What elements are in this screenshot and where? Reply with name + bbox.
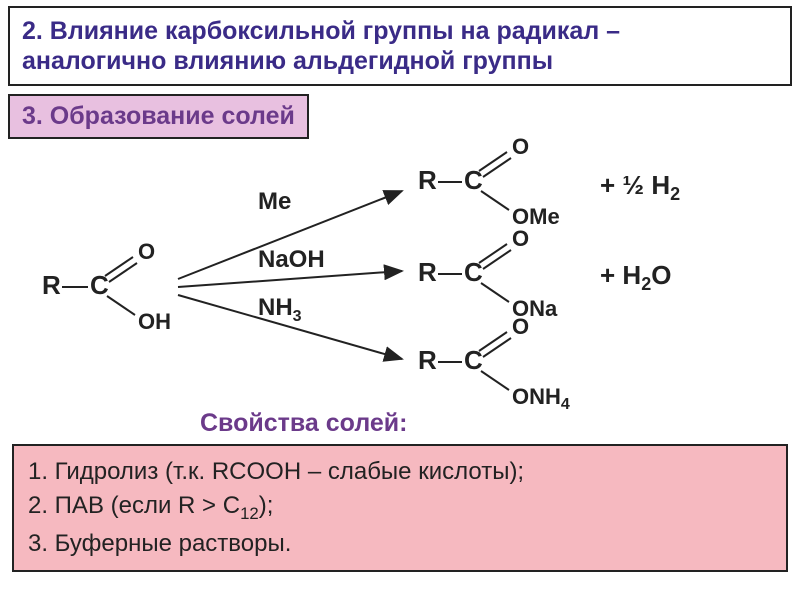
- header-line1: 2. Влияние карбоксильной группы на радик…: [22, 16, 778, 46]
- product-3: R C O ONH4: [418, 314, 570, 409]
- list-item-2: 2. ПАВ (если R > C12);: [28, 490, 772, 525]
- product-1: R C O OMe + ½ H2: [418, 134, 680, 229]
- list-item-1: 1. Гидролиз (т.к. RCOOH – слабые кислоты…: [28, 456, 772, 488]
- start-molecule: R C O OH: [42, 239, 171, 334]
- start-O-top: O: [138, 239, 155, 264]
- section-2-header: 2. Влияние карбоксильной группы на радик…: [8, 6, 792, 86]
- reagent-naoh: NaOH: [258, 246, 325, 273]
- start-OH: OH: [138, 309, 171, 334]
- list-item-3: 3. Буферные растворы.: [28, 528, 772, 560]
- arrow-to-p2: [178, 271, 402, 287]
- p2-R: R: [418, 257, 437, 287]
- reagent-me: Me: [258, 188, 291, 215]
- salt-properties-title: Свойства солей:: [200, 409, 407, 437]
- subheader-text: 3. Образование солей: [22, 102, 295, 130]
- p3-R: R: [418, 345, 437, 375]
- product-2: R C O ONa + H2O: [418, 226, 671, 321]
- reagent-nh3: NH3: [258, 294, 302, 325]
- p2-O-top: O: [512, 226, 529, 251]
- p1-O-top: O: [512, 134, 529, 159]
- reaction-svg: R C O OH Me NaOH NH3 R C O OMe: [0, 129, 800, 409]
- p2-plus: + H2O: [600, 260, 671, 294]
- start-R: R: [42, 270, 61, 300]
- salt-properties-title-row: Свойства солей:: [200, 409, 800, 438]
- p3-grp: ONH4: [512, 384, 570, 409]
- p3-O-top: O: [512, 314, 529, 339]
- p1-plus: + ½ H2: [600, 170, 680, 204]
- reaction-diagram: R C O OH Me NaOH NH3 R C O OMe: [0, 129, 800, 409]
- salt-properties-list: 1. Гидролиз (т.к. RCOOH – слабые кислоты…: [12, 444, 788, 572]
- p1-R: R: [418, 165, 437, 195]
- header-line2: аналогично влиянию альдегидной группы: [22, 46, 778, 76]
